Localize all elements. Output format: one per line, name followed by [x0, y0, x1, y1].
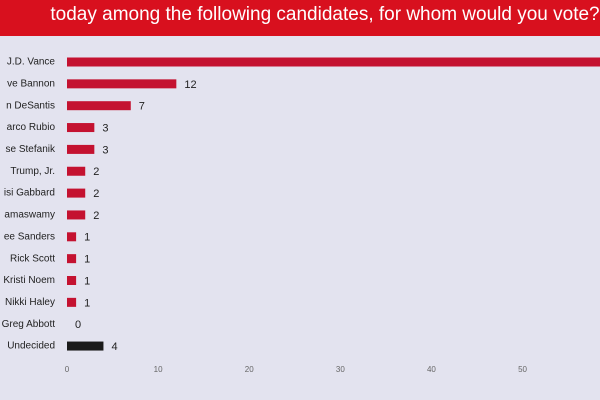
value-label: 4 — [111, 341, 117, 353]
value-label: 12 — [184, 79, 196, 91]
x-tick-label: 40 — [427, 365, 436, 374]
bar — [67, 210, 86, 220]
category-label: amaswamy — [4, 210, 55, 221]
value-label: 1 — [84, 275, 90, 287]
category-label: ee Sanders — [4, 231, 55, 242]
value-label: 2 — [93, 166, 99, 178]
x-tick-label: 30 — [336, 365, 345, 374]
value-label: 0 — [75, 319, 81, 331]
bar — [67, 123, 95, 133]
category-label: Undecided — [7, 341, 55, 352]
category-label: J.D. Vance — [7, 57, 56, 68]
category-label: arco Rubio — [7, 122, 56, 133]
x-tick-label: 0 — [65, 365, 70, 374]
bar — [67, 232, 77, 242]
category-label: ve Bannon — [7, 78, 55, 89]
category-label: Kristi Noem — [3, 275, 55, 286]
bar — [67, 188, 86, 198]
x-tick-label: 20 — [245, 365, 254, 374]
bar — [67, 341, 104, 351]
category-label: Nikki Haley — [5, 297, 55, 308]
title-banner — [0, 0, 600, 36]
category-label: Rick Scott — [10, 253, 55, 264]
category-label: Trump, Jr. — [10, 166, 55, 177]
bar — [67, 166, 86, 176]
bar — [67, 101, 131, 111]
value-label: 7 — [139, 101, 145, 113]
category-label: Greg Abbott — [2, 319, 56, 330]
bar — [67, 297, 77, 307]
bar — [67, 144, 95, 154]
bar — [67, 57, 600, 67]
value-label: 3 — [102, 144, 108, 156]
chart-title: today among the following candidates, fo… — [50, 4, 599, 25]
bar — [67, 276, 77, 285]
value-label: 1 — [84, 297, 90, 309]
bar — [67, 254, 77, 264]
category-label: n DeSantis — [6, 100, 55, 111]
x-tick-label: 10 — [154, 365, 163, 374]
value-label: 3 — [102, 122, 108, 134]
value-label: 1 — [84, 254, 90, 266]
value-label: 2 — [93, 188, 99, 200]
value-label: 1 — [84, 232, 90, 244]
value-label: 2 — [93, 210, 99, 222]
category-label: isi Gabbard — [4, 188, 55, 199]
bar — [67, 79, 177, 89]
x-tick-label: 50 — [518, 365, 527, 374]
category-label: se Stefanik — [6, 144, 56, 155]
